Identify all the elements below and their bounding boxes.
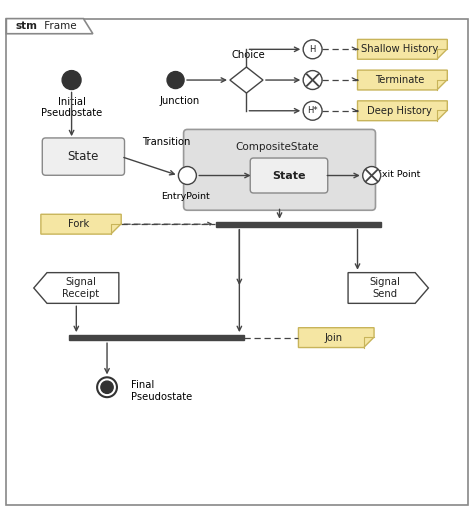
Text: EntryPoint: EntryPoint: [161, 192, 210, 201]
Circle shape: [167, 72, 184, 89]
Text: H: H: [310, 45, 316, 54]
Polygon shape: [299, 328, 374, 347]
Circle shape: [101, 381, 113, 394]
Circle shape: [303, 71, 322, 90]
Circle shape: [363, 167, 381, 184]
Text: Join: Join: [325, 333, 343, 343]
FancyBboxPatch shape: [183, 129, 375, 210]
Text: CompositeState: CompositeState: [236, 141, 319, 152]
Text: Fork: Fork: [68, 219, 89, 229]
Bar: [216, 222, 381, 227]
Text: H*: H*: [307, 106, 318, 115]
Polygon shape: [357, 39, 447, 59]
Text: Transition: Transition: [142, 137, 190, 147]
Text: Initial
Pseudostate: Initial Pseudostate: [41, 96, 102, 118]
Text: Exit Point: Exit Point: [376, 170, 421, 179]
Text: State: State: [272, 170, 306, 180]
Circle shape: [62, 71, 81, 90]
Text: Final
Pseudostate: Final Pseudostate: [131, 380, 192, 402]
Circle shape: [97, 377, 117, 397]
Polygon shape: [41, 214, 121, 234]
Polygon shape: [230, 67, 263, 93]
Text: Shallow History: Shallow History: [361, 45, 438, 54]
Text: Terminate: Terminate: [375, 75, 425, 85]
Circle shape: [303, 101, 322, 120]
Text: Junction: Junction: [159, 96, 200, 106]
Text: stm: stm: [16, 21, 38, 31]
Circle shape: [303, 40, 322, 59]
Polygon shape: [357, 70, 447, 90]
Polygon shape: [357, 101, 447, 121]
Text: Deep History: Deep History: [367, 106, 432, 116]
Polygon shape: [348, 272, 428, 303]
Text: Choice: Choice: [232, 50, 266, 60]
Circle shape: [178, 167, 196, 184]
Text: Signal
Send: Signal Send: [370, 277, 401, 299]
Text: Signal
Receipt: Signal Receipt: [62, 277, 99, 299]
Polygon shape: [6, 19, 93, 34]
FancyBboxPatch shape: [42, 138, 125, 175]
Bar: [69, 335, 244, 340]
Text: State: State: [68, 150, 99, 163]
Polygon shape: [34, 272, 119, 303]
FancyBboxPatch shape: [250, 158, 328, 193]
Text: Frame: Frame: [41, 21, 76, 31]
